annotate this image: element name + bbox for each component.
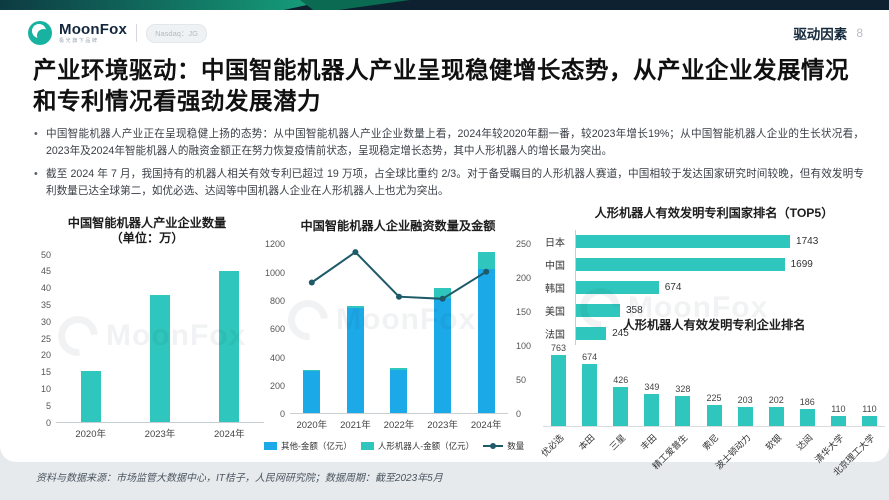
bar xyxy=(219,271,240,422)
stacked-bar xyxy=(477,244,495,414)
chart-title: 人形机器人有效发明专利企业排名 xyxy=(622,318,806,332)
page-title: 产业环境驱动：中国智能机器人产业呈现稳健增长态势，从产业企业发展情况和专利情况看… xyxy=(33,57,849,115)
chart-company-count: 中国智能机器人产业企业数量 （单位：万） 50 45 40 35 30 25 20 15 10 5… xyxy=(30,216,264,440)
bullet-list: 中国智能机器人产业正在呈现稳健上扬的态势：从中国智能机器人产业企业数量上看，20… xyxy=(33,126,864,206)
nasdaq-badge: Nasdaq：JG xyxy=(146,23,207,43)
logo-tagline: 极光旗下品牌 xyxy=(59,38,99,44)
chart-title: 人形机器人有效发明专利国家排名（TOP5） xyxy=(594,206,834,220)
bar-columns: 763 674 426 349 328 225 203 202 186 110 110 xyxy=(543,338,885,428)
legend-item: 人形机器人-金额（亿元） xyxy=(360,440,474,452)
bar xyxy=(80,371,101,422)
y-axis-right: 250 200 150 100 50 0 xyxy=(516,239,532,420)
x-axis-label: 北京理工大学 xyxy=(831,432,877,478)
x-axis-label: 三星 xyxy=(607,432,628,453)
x-axis-labels: 2020年 2023年 2024年 xyxy=(75,428,245,440)
legend-item: 数量 xyxy=(483,440,524,452)
x-axis-label: 本田 xyxy=(576,432,597,453)
moonfox-logo-icon xyxy=(28,21,52,45)
hbar-row: 法国 245 xyxy=(545,322,883,346)
x-axis-label: 软银 xyxy=(763,432,784,453)
moonfox-logo: MoonFox 极光旗下品牌 Nasdaq：JG xyxy=(28,21,207,45)
x-axis-labels: 2020年 2021年 2022年 2023年 2024年 xyxy=(296,420,502,432)
hbar-rows: 日本 1743 中国 1699 韩国 674 美国 358 法国 245 xyxy=(545,230,883,346)
hbar-row: 中国 1699 xyxy=(545,253,883,277)
header: MoonFox 极光旗下品牌 Nasdaq：JG 驱动因素 8 xyxy=(28,21,863,45)
logo-divider xyxy=(136,24,138,42)
plot-area xyxy=(56,255,264,423)
bar-column: 349 xyxy=(636,382,667,427)
bar xyxy=(149,294,170,422)
source-note: 资料与数据来源：市场监管大数据中心，IT桔子，人民网研究院；数据周期：截至202… xyxy=(36,473,443,484)
x-axis-label: 优必选 xyxy=(539,432,566,459)
top-bar-green-accent-2 xyxy=(300,0,410,10)
bar-column: 225 xyxy=(698,393,729,427)
top-decoration-bar xyxy=(0,0,889,10)
bar-column: 328 xyxy=(667,384,698,427)
bar-column: 426 xyxy=(605,375,636,427)
x-axis-labels: 优必选 本田 三星 丰田 精工爱普生 索尼 波士顿动力 软银 达闼 清华大学 北京理工大学 xyxy=(539,427,885,478)
chart-title: 中国智能机器人产业企业数量 xyxy=(67,216,227,230)
bar-column: 110 xyxy=(854,404,885,427)
section-label: 驱动因素 xyxy=(793,27,848,42)
stacked-bar xyxy=(303,244,321,414)
bar-column: 202 xyxy=(761,395,792,427)
x-axis-label: 波士顿动力 xyxy=(713,432,753,472)
top-bar-green-accent xyxy=(0,0,330,10)
stacked-bar xyxy=(346,244,364,414)
bar-column: 203 xyxy=(730,395,761,427)
bullet-item: 中国智能机器人产业正在呈现稳健上扬的态势：从中国智能机器人产业企业数量上看，20… xyxy=(33,126,864,160)
logo-wordmark: MoonFox xyxy=(59,21,128,38)
chart-subtitle: （单位：万） xyxy=(110,231,184,246)
hbar-row: 韩国 674 xyxy=(545,276,883,300)
chart-title: 中国智能机器人企业融资数量及金额 xyxy=(300,219,496,233)
y-axis-left: 1200 1000 800 600 400 200 0 xyxy=(264,239,285,420)
chart-country-ranking: 人形机器人有效发明专利国家排名（TOP5） 日本 1743 中国 1699 韩国 674 美… xyxy=(545,206,883,346)
bullet-item: 截至 2024 年 7 月，我国持有的机器人相关有效专利已超过 19 万项，占全… xyxy=(33,166,864,200)
chart-legend: 其他-金额（亿元） 人形机器人-金额（亿元） 数量 xyxy=(264,440,532,452)
y-axis: 50 45 40 35 30 25 20 15 10 5 0 xyxy=(40,249,51,428)
bar-column: 110 xyxy=(823,404,854,427)
page-number: 8 xyxy=(856,26,863,40)
bar-column: 674 xyxy=(574,352,605,427)
x-axis-label: 精工爱普生 xyxy=(650,432,690,472)
plot-area xyxy=(290,244,508,415)
chart-company-ranking: 人形机器人有效发明专利企业排名 763 674 426 349 328 225 203 202… xyxy=(539,318,885,478)
chart-financing: 中国智能机器人企业融资数量及金额 1200 1000 800 600 400 200 0 2… xyxy=(264,219,532,452)
hbar-row: 日本 1743 xyxy=(545,230,883,254)
hbar-row: 美国 358 xyxy=(545,299,883,323)
legend-item: 其他-金额（亿元） xyxy=(264,440,352,452)
stacked-bar xyxy=(390,244,408,414)
stacked-bar xyxy=(434,244,452,414)
bar-column: 186 xyxy=(792,397,823,427)
bar-column: 763 xyxy=(543,343,574,427)
